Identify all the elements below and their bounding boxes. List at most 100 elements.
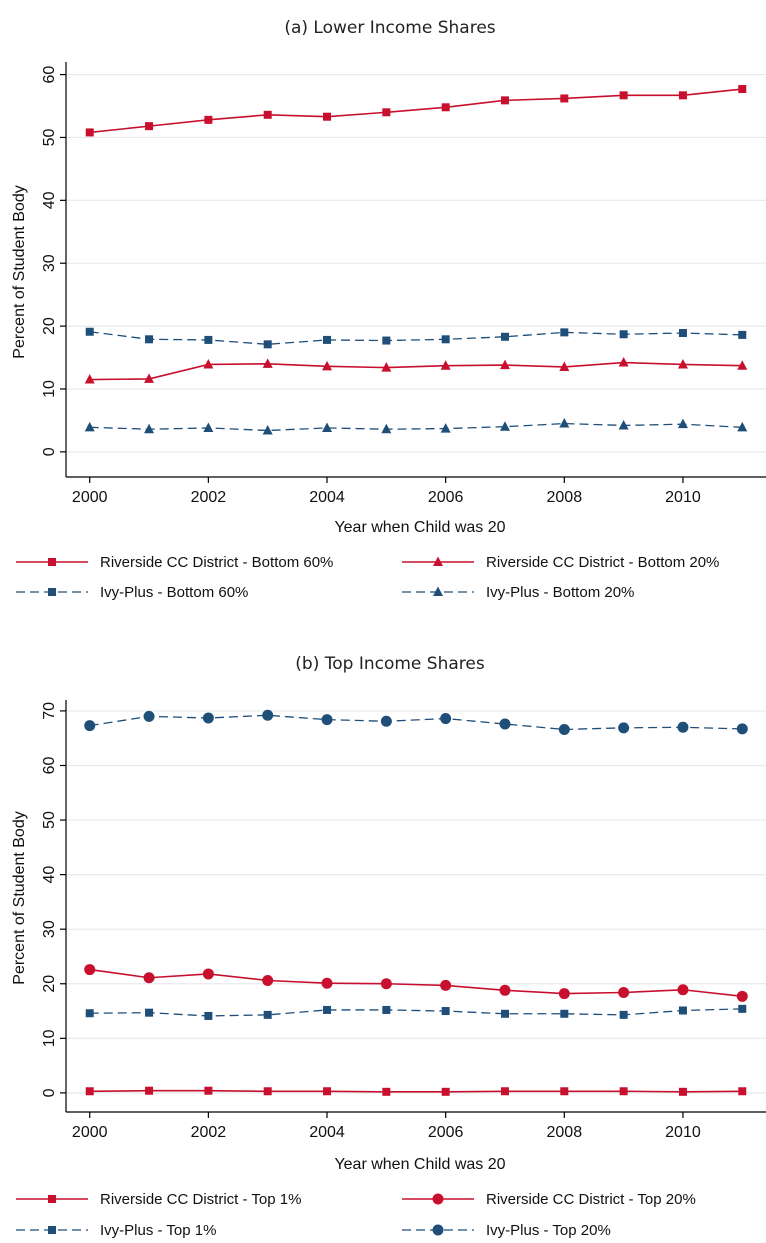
legend-label: Riverside CC District - Bottom 20%: [486, 554, 719, 571]
data-point: [500, 96, 509, 105]
x-axis-label: Year when Child was 20: [334, 519, 505, 536]
data-point: [618, 986, 630, 998]
data-point: [618, 357, 629, 367]
data-point: [145, 335, 154, 344]
data-point: [560, 1087, 569, 1096]
y-tick-label: 0: [41, 447, 58, 456]
data-point: [619, 1087, 628, 1096]
data-point: [499, 984, 511, 996]
data-point: [441, 1007, 450, 1016]
data-point: [323, 1005, 332, 1014]
y-tick-label: 0: [41, 1088, 58, 1097]
data-point: [738, 330, 747, 339]
series-line: [89, 331, 743, 345]
data-point: [144, 423, 155, 434]
legend-swatch-marker: [433, 556, 443, 566]
series-line: [89, 1008, 743, 1017]
data-point: [440, 360, 451, 370]
data-point: [678, 91, 687, 100]
legend-item: Riverside CC District - Top 20%: [402, 1191, 696, 1208]
x-tick-label: 2006: [428, 1124, 464, 1141]
x-axis-label: Year when Child was 20: [334, 1156, 505, 1173]
x-tick-label: 2000: [72, 1124, 108, 1141]
legend-label: Riverside CC District - Bottom 60%: [100, 554, 333, 571]
data-point: [500, 332, 509, 341]
data-point: [736, 723, 748, 735]
data-point: [736, 990, 748, 1002]
x-tick-label: 2004: [309, 489, 345, 506]
data-point: [440, 423, 451, 433]
series-ivy-plus-bottom-20: [84, 418, 748, 435]
chart-top-income-shares: (b) Top Income Shares 0 10 20 30 40 50 60 70 200…: [11, 654, 766, 1239]
y-tick-label: 60: [41, 756, 58, 774]
x-tick-label: 2010: [665, 489, 701, 506]
data-point: [499, 718, 511, 730]
y-axis-label: Percent of Student Body: [11, 185, 28, 358]
data-point: [262, 974, 274, 986]
data-point: [618, 722, 630, 734]
data-point: [560, 94, 569, 103]
data-point: [203, 358, 214, 369]
data-point: [204, 1011, 213, 1020]
x-tick-label: 2010: [665, 1124, 701, 1141]
data-point: [263, 340, 272, 349]
y-tick-label: 10: [41, 1029, 58, 1047]
legend-swatch-marker: [432, 1193, 444, 1205]
legend-label: Riverside CC District - Top 1%: [100, 1191, 301, 1208]
data-point: [560, 328, 569, 337]
chart-title: (a) Lower Income Shares: [284, 18, 495, 38]
series-riverside-cc-district-top-1: [85, 1086, 747, 1096]
data-point: [84, 964, 96, 976]
series-riverside-cc-district-bottom-20: [84, 357, 748, 384]
data-point: [145, 1008, 154, 1017]
data-point: [738, 1087, 747, 1096]
legend-label: Ivy-Plus - Top 20%: [486, 1222, 611, 1239]
data-point: [84, 421, 95, 432]
series-line: [89, 422, 743, 432]
data-point: [322, 422, 333, 432]
data-point: [144, 373, 155, 383]
data-point: [738, 1004, 747, 1013]
series-ivy-plus-bottom-60: [85, 327, 747, 349]
y-tick-label: 60: [41, 66, 58, 84]
data-point: [677, 721, 689, 733]
data-point: [323, 1087, 332, 1096]
series-line: [89, 1089, 743, 1093]
legend-item: Riverside CC District - Bottom 60%: [16, 554, 333, 571]
data-point: [441, 1087, 450, 1096]
data-point: [441, 335, 450, 344]
data-point: [737, 421, 748, 432]
data-point: [737, 360, 748, 370]
y-tick-label: 50: [41, 128, 58, 146]
data-point: [85, 327, 94, 336]
data-point: [678, 1006, 687, 1015]
data-point: [499, 359, 510, 370]
data-point: [204, 335, 213, 344]
data-point: [440, 713, 452, 725]
series-line: [89, 968, 743, 998]
data-point: [321, 714, 333, 726]
data-point: [382, 1005, 391, 1014]
legend-label: Ivy-Plus - Bottom 60%: [100, 584, 248, 601]
y-tick-label: 10: [41, 380, 58, 398]
y-tick-label: 50: [41, 811, 58, 829]
data-point: [559, 361, 570, 371]
data-point: [382, 1087, 391, 1096]
legend-swatch-marker: [48, 1226, 56, 1234]
legend-swatch-marker: [48, 558, 56, 566]
y-tick-label: 20: [41, 975, 58, 993]
data-point: [262, 358, 273, 368]
data-point: [440, 979, 452, 991]
y-tick-label: 20: [41, 317, 58, 335]
data-point: [441, 103, 450, 112]
legend-label: Ivy-Plus - Bottom 20%: [486, 584, 634, 601]
data-point: [204, 115, 213, 124]
data-point: [380, 978, 392, 990]
data-point: [677, 358, 688, 369]
data-point: [380, 715, 392, 727]
data-point: [145, 1086, 154, 1095]
data-point: [560, 1009, 569, 1018]
data-point: [145, 122, 154, 131]
x-tick-label: 2004: [309, 1124, 345, 1141]
legend-item: Ivy-Plus - Bottom 20%: [402, 584, 634, 601]
